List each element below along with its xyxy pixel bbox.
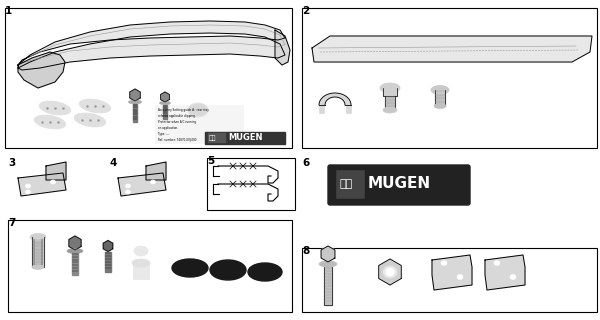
Text: 8: 8: [302, 246, 309, 256]
Ellipse shape: [30, 234, 46, 241]
Polygon shape: [130, 89, 140, 101]
Text: 無限: 無限: [340, 179, 353, 189]
Polygon shape: [275, 30, 290, 65]
Text: 4: 4: [110, 158, 118, 168]
Ellipse shape: [189, 105, 207, 116]
Bar: [155, 105, 243, 143]
Text: 6: 6: [302, 158, 309, 168]
Bar: [207, 158, 295, 210]
Text: Protector when A/C running: Protector when A/C running: [158, 120, 196, 124]
Ellipse shape: [25, 190, 31, 194]
Bar: [324, 267, 332, 305]
Ellipse shape: [510, 275, 516, 279]
Text: 無限: 無限: [209, 135, 217, 141]
Text: 5: 5: [207, 156, 214, 166]
Ellipse shape: [319, 261, 337, 267]
Bar: [133, 263, 149, 279]
Ellipse shape: [248, 263, 282, 281]
Polygon shape: [319, 93, 351, 105]
Text: 2: 2: [302, 6, 309, 16]
Bar: [435, 90, 445, 106]
Ellipse shape: [39, 101, 71, 115]
Ellipse shape: [431, 85, 449, 94]
Bar: [133, 104, 137, 122]
Polygon shape: [485, 255, 525, 290]
Ellipse shape: [134, 246, 148, 256]
Ellipse shape: [457, 275, 463, 279]
Polygon shape: [46, 162, 66, 180]
Polygon shape: [432, 255, 472, 290]
Bar: [72, 253, 78, 275]
FancyBboxPatch shape: [328, 165, 470, 205]
Text: Type: ---: Type: ---: [158, 132, 169, 136]
Ellipse shape: [67, 249, 83, 253]
Bar: [205, 132, 285, 144]
Bar: [302, 8, 597, 148]
Ellipse shape: [132, 259, 150, 267]
Text: Accessory Setting guide A:  rear stay: Accessory Setting guide A: rear stay: [158, 108, 209, 112]
Ellipse shape: [79, 99, 111, 113]
Bar: [32, 237, 44, 267]
Ellipse shape: [380, 83, 400, 93]
Bar: [346, 105, 351, 113]
Ellipse shape: [210, 260, 246, 280]
Ellipse shape: [494, 260, 500, 266]
Text: 3: 3: [8, 158, 15, 168]
Ellipse shape: [441, 260, 447, 266]
Bar: [208, 133, 226, 143]
Bar: [336, 170, 364, 198]
Text: 7: 7: [8, 218, 16, 228]
Polygon shape: [146, 162, 166, 180]
Polygon shape: [312, 36, 592, 62]
Ellipse shape: [383, 107, 397, 113]
Text: refer to applicable clipping.: refer to applicable clipping.: [158, 114, 196, 118]
Polygon shape: [69, 236, 81, 250]
Bar: [385, 96, 395, 110]
Ellipse shape: [160, 101, 170, 105]
Polygon shape: [18, 173, 66, 196]
Polygon shape: [18, 52, 65, 88]
Text: Ref. number: 74870-XVJ-000: Ref. number: 74870-XVJ-000: [158, 138, 196, 142]
Bar: [5, 8, 292, 148]
Text: MUGEN: MUGEN: [228, 133, 263, 142]
Bar: [302, 248, 597, 312]
Ellipse shape: [172, 259, 208, 277]
Text: 1: 1: [5, 6, 12, 16]
Ellipse shape: [386, 268, 395, 276]
Ellipse shape: [25, 184, 31, 188]
Ellipse shape: [32, 265, 44, 269]
Polygon shape: [321, 246, 335, 262]
Polygon shape: [161, 92, 169, 102]
Ellipse shape: [128, 100, 142, 104]
Bar: [8, 220, 292, 312]
Ellipse shape: [50, 180, 56, 184]
Ellipse shape: [34, 115, 66, 129]
Bar: [319, 105, 324, 113]
Bar: [105, 252, 111, 272]
Polygon shape: [103, 241, 113, 252]
Ellipse shape: [125, 190, 131, 194]
Ellipse shape: [125, 184, 131, 188]
Bar: [34, 239, 42, 265]
Ellipse shape: [188, 103, 208, 117]
Polygon shape: [118, 173, 166, 196]
Text: MUGEN: MUGEN: [368, 177, 431, 191]
Bar: [163, 105, 167, 118]
Text: on application.: on application.: [158, 126, 178, 130]
Bar: [383, 88, 397, 96]
Polygon shape: [379, 259, 401, 285]
Ellipse shape: [434, 103, 446, 108]
Ellipse shape: [74, 113, 106, 127]
Ellipse shape: [151, 180, 155, 184]
Ellipse shape: [383, 266, 397, 278]
Polygon shape: [18, 21, 285, 70]
